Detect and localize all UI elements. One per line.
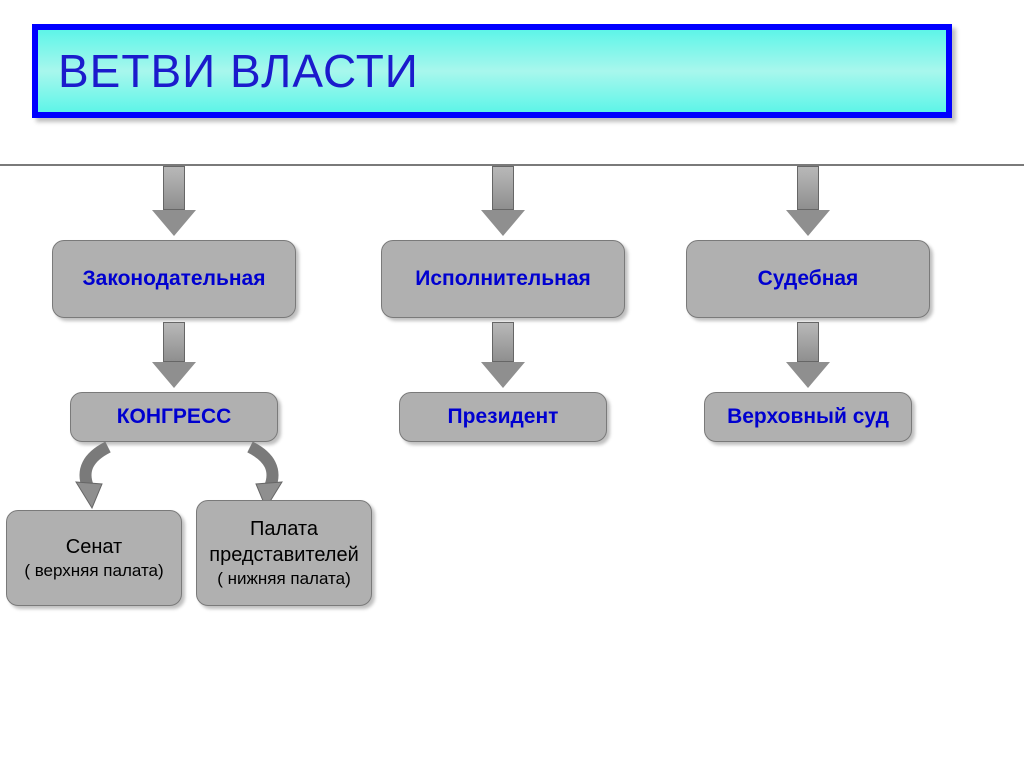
chamber-line1: Сенат [24, 534, 163, 560]
arrow-down-icon [786, 322, 830, 388]
chamber-senate: Сенат ( верхняя палата) [6, 510, 182, 606]
arrow-down-icon [152, 166, 196, 236]
curved-arrow-icon [68, 442, 128, 512]
title-text: ВЕТВИ ВЛАСТИ [58, 44, 419, 98]
body-supreme-court: Верховный суд [704, 392, 912, 442]
branch-label: Судебная [758, 267, 859, 291]
body-label: Верховный суд [727, 405, 889, 429]
chamber-line1: Палата [209, 516, 359, 542]
arrow-down-icon [481, 166, 525, 236]
body-label: КОНГРЕСС [117, 405, 232, 429]
branch-label: Исполнительная [415, 267, 591, 291]
arrow-down-icon [786, 166, 830, 236]
chamber-house: Палата представителей ( нижняя палата) [196, 500, 372, 606]
branch-legislative: Законодательная [52, 240, 296, 318]
branch-judicial: Судебная [686, 240, 930, 318]
branch-executive: Исполнительная [381, 240, 625, 318]
chamber-line2: представителей [209, 542, 359, 568]
body-label: Президент [448, 405, 559, 429]
title-box: ВЕТВИ ВЛАСТИ [32, 24, 952, 118]
body-president: Президент [399, 392, 607, 442]
body-congress: КОНГРЕСС [70, 392, 278, 442]
chamber-line3: ( нижняя палата) [209, 568, 359, 590]
branch-label: Законодательная [83, 267, 266, 291]
arrow-down-icon [152, 322, 196, 388]
chamber-line2: ( верхняя палата) [24, 560, 163, 582]
arrow-down-icon [481, 322, 525, 388]
